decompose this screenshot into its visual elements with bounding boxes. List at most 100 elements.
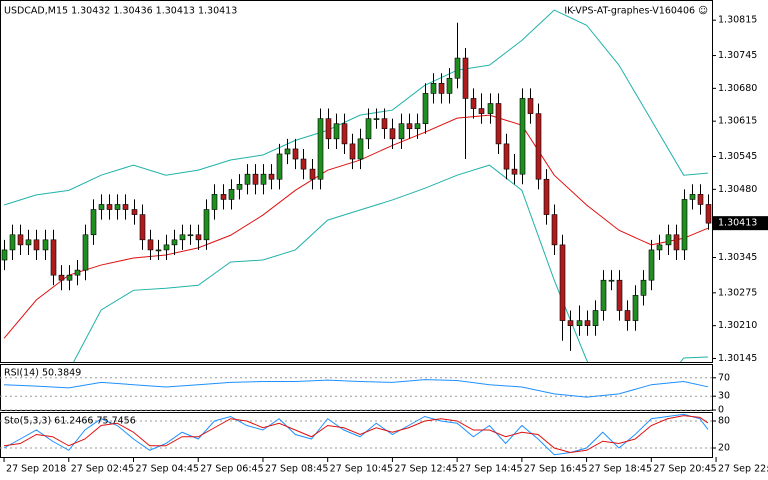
candle-body [82,234,89,271]
candle-body [446,77,453,94]
x-tick-label: 27 Sep 18:45 [589,464,652,475]
candle-body [543,178,550,215]
candle-body [252,173,259,185]
x-tick-label: 27 Sep 04:45 [136,464,199,475]
candle-body [697,194,704,205]
candle-body [66,274,73,281]
candle-body [648,249,655,281]
y-tick-label: 0 [718,405,724,416]
panel-frame [0,0,713,363]
server-name: IK-VPS-AT-graphes-V160406 ☺ [564,6,708,17]
candle-body [406,123,413,130]
y-tick-label: 1.30210 [718,320,757,331]
candle-body [600,279,607,311]
indicator-line [4,379,709,398]
y-tick-label: 30 [718,391,730,402]
candle-body [511,168,518,175]
candle-body [357,138,364,160]
candle-body [333,123,340,140]
candle-body [438,83,445,94]
candle-body [244,173,251,185]
candle-body [584,320,591,326]
candle-body [17,234,24,246]
candle-body [171,239,178,246]
candle-body [42,239,49,251]
candle-body [106,204,113,210]
candle-body [608,279,615,282]
y-tick-label: 1.30480 [718,184,757,195]
candle-body [495,103,502,145]
candle-body [470,98,477,109]
candle-body [414,123,421,130]
candle-body [665,234,672,246]
candle-body [373,118,380,120]
x-tick-label: 27 Sep 06:45 [200,464,263,475]
candle-body [203,209,210,241]
candle-body [341,123,348,145]
candle-body [187,234,194,237]
x-tick-label: 27 Sep 16:45 [524,464,587,475]
candle-body [478,108,485,114]
candle-body [365,118,372,140]
x-tick-label: 27 Sep 20:45 [653,464,716,475]
candle-body [284,148,291,155]
candle-body [220,194,227,200]
candle-body [260,173,267,185]
y-tick-label: 1.30145 [718,353,757,364]
candle-body [98,204,105,210]
candle-body [155,249,162,252]
candle-body [90,209,97,236]
candle-body [236,183,243,190]
candle-body [163,244,170,251]
chart-header: USDCAD,M15 1.30432 1.30436 1.30413 1.304… [4,6,237,17]
plot-area [4,379,709,398]
candle-body [381,118,388,130]
y-tick-label: 1.30345 [718,252,757,263]
panel-frame [0,412,713,458]
candle-body [689,194,696,200]
x-tick-label: 27 Sep 14:45 [459,464,522,475]
candle-body [673,234,680,251]
y-tick-label: 80 [718,416,730,427]
x-tick-label: 27 Sep 2018 [6,464,66,475]
candle-body [454,57,461,79]
y-tick-label: 1.30275 [718,287,757,298]
candle-body [179,234,186,241]
candle-body [276,153,283,180]
candle-body [559,244,566,321]
candle-body [551,214,558,246]
x-tick-label: 27 Sep 22:45 [718,464,768,475]
candle-body [1,249,8,261]
candle-body [430,83,437,94]
indicator-line [73,164,708,362]
candle-body [656,244,663,251]
candle-body [211,194,218,210]
candle-body [292,148,299,160]
candle-body [567,320,574,326]
x-tick-label: 27 Sep 10:45 [330,464,393,475]
y-tick-label: 70 [718,372,730,383]
indicator-line [3,415,709,454]
candle-body [268,173,275,180]
candle-body [535,113,542,180]
plot-area [1,9,712,362]
candle-body [33,239,40,251]
candle-body [705,204,712,224]
candle-body [147,239,154,251]
candle-body [325,118,332,140]
candle-body [25,239,32,246]
candle-body [131,209,138,215]
candle-body [50,239,57,276]
candle-body [300,158,307,170]
price-marker-label: 1.30413 [718,218,757,229]
candle-body [462,57,469,99]
candle-body [74,269,81,276]
y-tick-label: 20 [718,443,730,454]
candle-body [632,295,639,321]
candle-body [398,123,405,140]
indicator-title: RSI(14) 50.3849 [4,368,81,379]
candle-body [519,98,526,175]
